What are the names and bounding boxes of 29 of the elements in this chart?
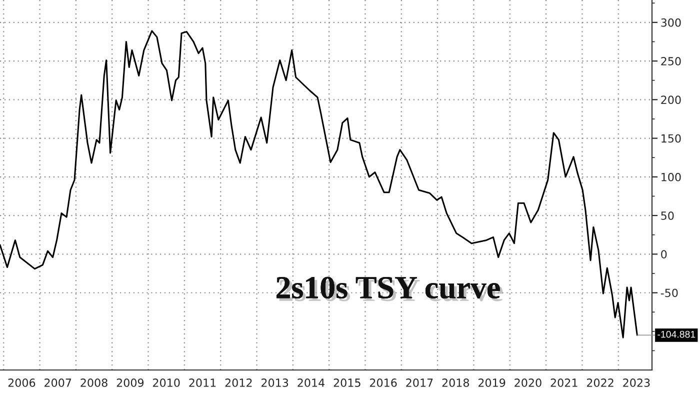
x-tick-label: 2006 xyxy=(8,378,36,387)
x-tick-label: 2015 xyxy=(334,378,360,387)
y-tick-label: 250 xyxy=(661,57,681,66)
y-tick-label: 100 xyxy=(662,172,681,182)
x-tick-label: 2021 xyxy=(550,378,578,387)
y-tick-label: 0 xyxy=(661,250,667,259)
x-tick-label: 2017 xyxy=(406,378,433,387)
x-tick-label: 2020 xyxy=(514,378,542,387)
y-tick-label: -50 xyxy=(660,288,678,298)
y-tick-label: 200 xyxy=(661,96,681,104)
y-tick-label: 300 xyxy=(661,18,681,27)
x-tick-label: 2008 xyxy=(80,378,108,387)
y-tick-label: 150 xyxy=(662,134,681,143)
x-tick-label: 2023 xyxy=(623,378,650,387)
x-tick-label: 2016 xyxy=(370,378,397,387)
annotation: -104.881 xyxy=(658,330,696,338)
x-tick-label: 2022 xyxy=(586,378,614,387)
text: 2s10s TSY curve xyxy=(276,276,503,302)
y-tick-label: 50 xyxy=(661,211,674,220)
x-tick-label: 2013 xyxy=(262,378,288,387)
x-tick-label: 2010 xyxy=(153,378,180,387)
x-tick-label: 2011 xyxy=(189,378,216,387)
x-tick-label: 2012 xyxy=(225,378,252,387)
x-tick-label: 2007 xyxy=(44,378,72,387)
x-tick-label: 2014 xyxy=(298,378,325,387)
x-tick-label: 2019 xyxy=(478,378,506,387)
line-series xyxy=(0,30,638,338)
x-tick-label: 2009 xyxy=(116,378,144,387)
x-tick-label: 2018 xyxy=(442,378,470,387)
